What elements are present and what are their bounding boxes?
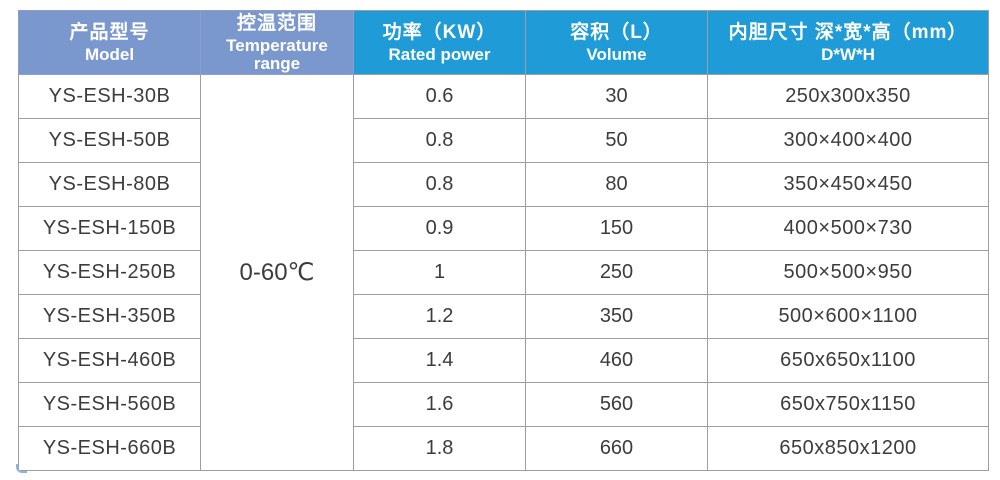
cell-volume: 150 [525,206,708,252]
col-header-temperature-range-en: Temperature range [226,35,328,74]
col-header-volume-zh: 容积（L） [570,22,663,44]
cell-model: YS-ESH-80B [18,162,201,208]
cell-model: YS-ESH-250B [18,250,201,296]
cell-dimensions: 300×400×400 [707,118,989,164]
spec-table: 产品型号 Model 控温范围 Temperature range 功率（KW）… [18,9,989,472]
cell-volume: 660 [525,426,708,472]
cell-power: 1.6 [353,382,526,428]
cell-power: 0.8 [353,162,526,208]
cell-dimensions: 500×500×950 [707,250,989,296]
cell-dimensions: 400×500×730 [707,206,989,252]
table-row: YS-ESH-660B 1.8 660 650x850x1200 [18,426,989,472]
cell-dimensions: 650x650x1100 [707,338,989,384]
cell-power: 0.9 [353,206,526,252]
cell-model: YS-ESH-150B [18,206,201,252]
col-header-inner-dimensions: 内胆尺寸 深*宽*高（mm） D*W*H [707,9,989,76]
cell-model: YS-ESH-660B [18,426,201,472]
product-spec-table: 产品型号 Model 控温范围 Temperature range 功率（KW）… [18,9,989,472]
col-header-rated-power-en: Rated power [388,44,491,64]
col-header-volume: 容积（L） Volume [525,9,708,76]
cell-power: 1 [353,250,526,296]
cell-volume: 80 [525,162,708,208]
col-header-inner-dimensions-zh: 内胆尺寸 深*宽*高（mm） [728,22,968,44]
cell-dimensions: 650x850x1200 [707,426,989,472]
cell-model: YS-ESH-350B [18,294,201,340]
table-corner-accent [16,464,27,473]
cell-temperature-range: 0-60℃ [200,74,354,472]
cell-power: 0.8 [353,118,526,164]
col-header-model: 产品型号 Model [18,9,201,76]
table-row: YS-ESH-560B 1.6 560 650x750x1150 [18,382,989,428]
table-row: YS-ESH-80B 0.8 80 350×450×450 [18,162,989,208]
cell-dimensions: 500×600×1100 [707,294,989,340]
cell-dimensions: 250x300x350 [707,74,989,120]
cell-volume: 350 [525,294,708,340]
cell-power: 1.2 [353,294,526,340]
cell-model: YS-ESH-460B [18,338,201,384]
cell-power: 0.6 [353,74,526,120]
cell-power: 1.4 [353,338,526,384]
table-row: YS-ESH-460B 1.4 460 650x650x1100 [18,338,989,384]
col-header-rated-power-zh: 功率（KW） [382,22,497,44]
col-header-inner-dimensions-en: D*W*H [821,44,875,64]
col-header-rated-power: 功率（KW） Rated power [353,9,526,76]
col-header-temperature-range-zh: 控温范围 [236,13,317,34]
cell-model: YS-ESH-30B [18,74,201,120]
table-row: YS-ESH-30B 0-60℃ 0.6 30 250x300x350 [18,74,989,472]
table-row: YS-ESH-350B 1.2 350 500×600×1100 [18,294,989,340]
cell-dimensions: 650x750x1150 [707,382,989,428]
col-header-model-zh: 产品型号 [69,22,150,44]
table-row: YS-ESH-150B 0.9 150 400×500×730 [18,206,989,252]
cell-model: YS-ESH-50B [18,118,201,164]
cell-volume: 30 [525,74,708,120]
header-row: 产品型号 Model 控温范围 Temperature range 功率（KW）… [18,9,989,76]
cell-dimensions: 350×450×450 [707,162,989,208]
col-header-model-en: Model [84,44,135,64]
cell-model: YS-ESH-560B [18,382,201,428]
table-row: YS-ESH-250B 1 250 500×500×950 [18,250,989,296]
col-header-temperature-range: 控温范围 Temperature range [200,9,354,76]
table-row: YS-ESH-50B 0.8 50 300×400×400 [18,118,989,164]
cell-volume: 460 [525,338,708,384]
cell-volume: 560 [525,382,708,428]
cell-volume: 50 [525,118,708,164]
col-header-volume-en: Volume [586,44,647,64]
cell-power: 1.8 [353,426,526,472]
cell-volume: 250 [525,250,708,296]
